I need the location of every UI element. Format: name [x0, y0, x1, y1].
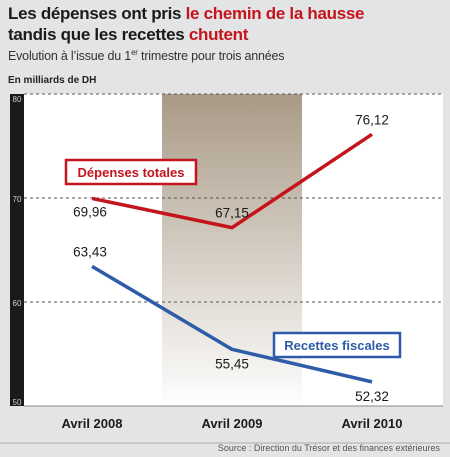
title-part2: tandis que les recettes: [8, 25, 189, 44]
series-line-depenses: [91, 132, 373, 230]
data-label: 76,12: [355, 112, 389, 127]
subtitle-sup: er: [131, 48, 138, 57]
data-label: 67,15: [215, 206, 249, 221]
subtitle-post: trimestre pour trois années: [137, 49, 285, 64]
title-part1: Les dépenses ont pris: [8, 4, 186, 23]
chart-title: Les dépenses ont pris le chemin de la ha…: [8, 3, 448, 45]
data-label: 55,45: [215, 356, 249, 371]
y-tick-label: 80: [13, 95, 22, 104]
x-tick-label: Avril 2008: [62, 416, 123, 431]
series-line-recettes: [91, 264, 373, 384]
y-tick-label: 70: [13, 195, 22, 204]
y-axis-bar: [10, 94, 24, 406]
data-label: 63,43: [73, 244, 107, 259]
data-label: 52,32: [355, 389, 389, 404]
series-label-depenses: Dépenses totales: [78, 165, 185, 180]
y-tick-label: 60: [13, 299, 22, 308]
unit-label: En milliards de DH: [8, 75, 97, 86]
series-label-depenses-box: [64, 158, 198, 186]
x-tick-label: Avril 2010: [342, 416, 403, 431]
y-tick-label: 50: [13, 398, 22, 407]
data-label: 69,96: [73, 204, 107, 219]
subtitle-pre: Evolution à l’issue du 1: [8, 49, 132, 64]
title-highlight2: chutent: [188, 25, 249, 44]
series-label-recettes-box: [272, 331, 402, 359]
x-tick-label: Avril 2009: [202, 416, 263, 431]
title-highlight1: le chemin de la hausse: [185, 4, 365, 23]
source-note: Source : Direction du Trésor et des fina…: [217, 443, 440, 453]
chart-subtitle: Evolution à l’issue du 1er trimestre pou…: [8, 48, 285, 64]
series-label-recettes: Recettes fiscales: [284, 338, 390, 353]
